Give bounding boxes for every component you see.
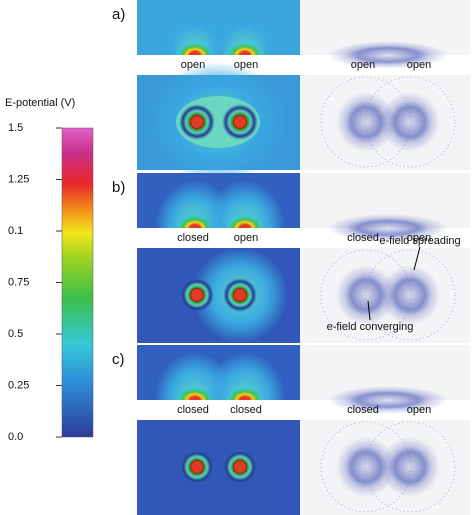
efield-dots <box>336 437 396 497</box>
efield-dots <box>336 265 396 325</box>
colorbar-tick-label: 0.1 <box>8 225 23 237</box>
colorbar-tick-label: 1.25 <box>8 173 29 185</box>
electrode <box>233 115 247 129</box>
left-label: open <box>234 232 258 244</box>
annotation: e-field spreading <box>379 235 460 247</box>
left-label: open <box>234 59 258 71</box>
right-label: closed <box>347 232 379 244</box>
electrode <box>190 460 204 474</box>
panel-label: b) <box>112 179 125 196</box>
right-label: closed <box>347 404 379 416</box>
colorbar-title: E-potential (V) <box>5 97 75 109</box>
electrode <box>233 288 247 302</box>
efield-line <box>364 76 456 168</box>
right-label: open <box>407 232 431 244</box>
left-label: closed <box>177 232 209 244</box>
colorbar <box>61 127 94 438</box>
efield-dots <box>328 41 448 69</box>
efield-dots <box>336 92 396 152</box>
colorbar-tick-label: 0.5 <box>8 328 23 340</box>
electrode <box>233 460 247 474</box>
panel-label: a) <box>112 6 125 23</box>
right-label: open <box>407 59 431 71</box>
annotation-arrow <box>413 246 421 271</box>
annotation: e-field converging <box>327 321 414 333</box>
efield-line <box>364 421 456 513</box>
efield-dots <box>328 386 448 414</box>
efield-dots <box>328 214 448 242</box>
colorbar-tick-label: 0.25 <box>8 379 29 391</box>
colorbar-tick-label: 0.0 <box>8 431 23 443</box>
efield-dots <box>380 437 440 497</box>
panel-label: c) <box>112 351 125 368</box>
colorbar-tick-label: 1.5 <box>8 122 23 134</box>
right-label: open <box>351 59 375 71</box>
left-label: closed <box>177 404 209 416</box>
left-label: closed <box>230 404 262 416</box>
annotation-arrow <box>367 300 371 321</box>
efield-line <box>364 249 456 341</box>
colorbar-tick-label: 0.75 <box>8 276 29 288</box>
efield-dots <box>380 265 440 325</box>
electrode <box>190 288 204 302</box>
electrode <box>190 115 204 129</box>
right-label: open <box>407 404 431 416</box>
left-label: open <box>181 59 205 71</box>
efield-dots <box>380 92 440 152</box>
field-bottom <box>137 420 300 515</box>
